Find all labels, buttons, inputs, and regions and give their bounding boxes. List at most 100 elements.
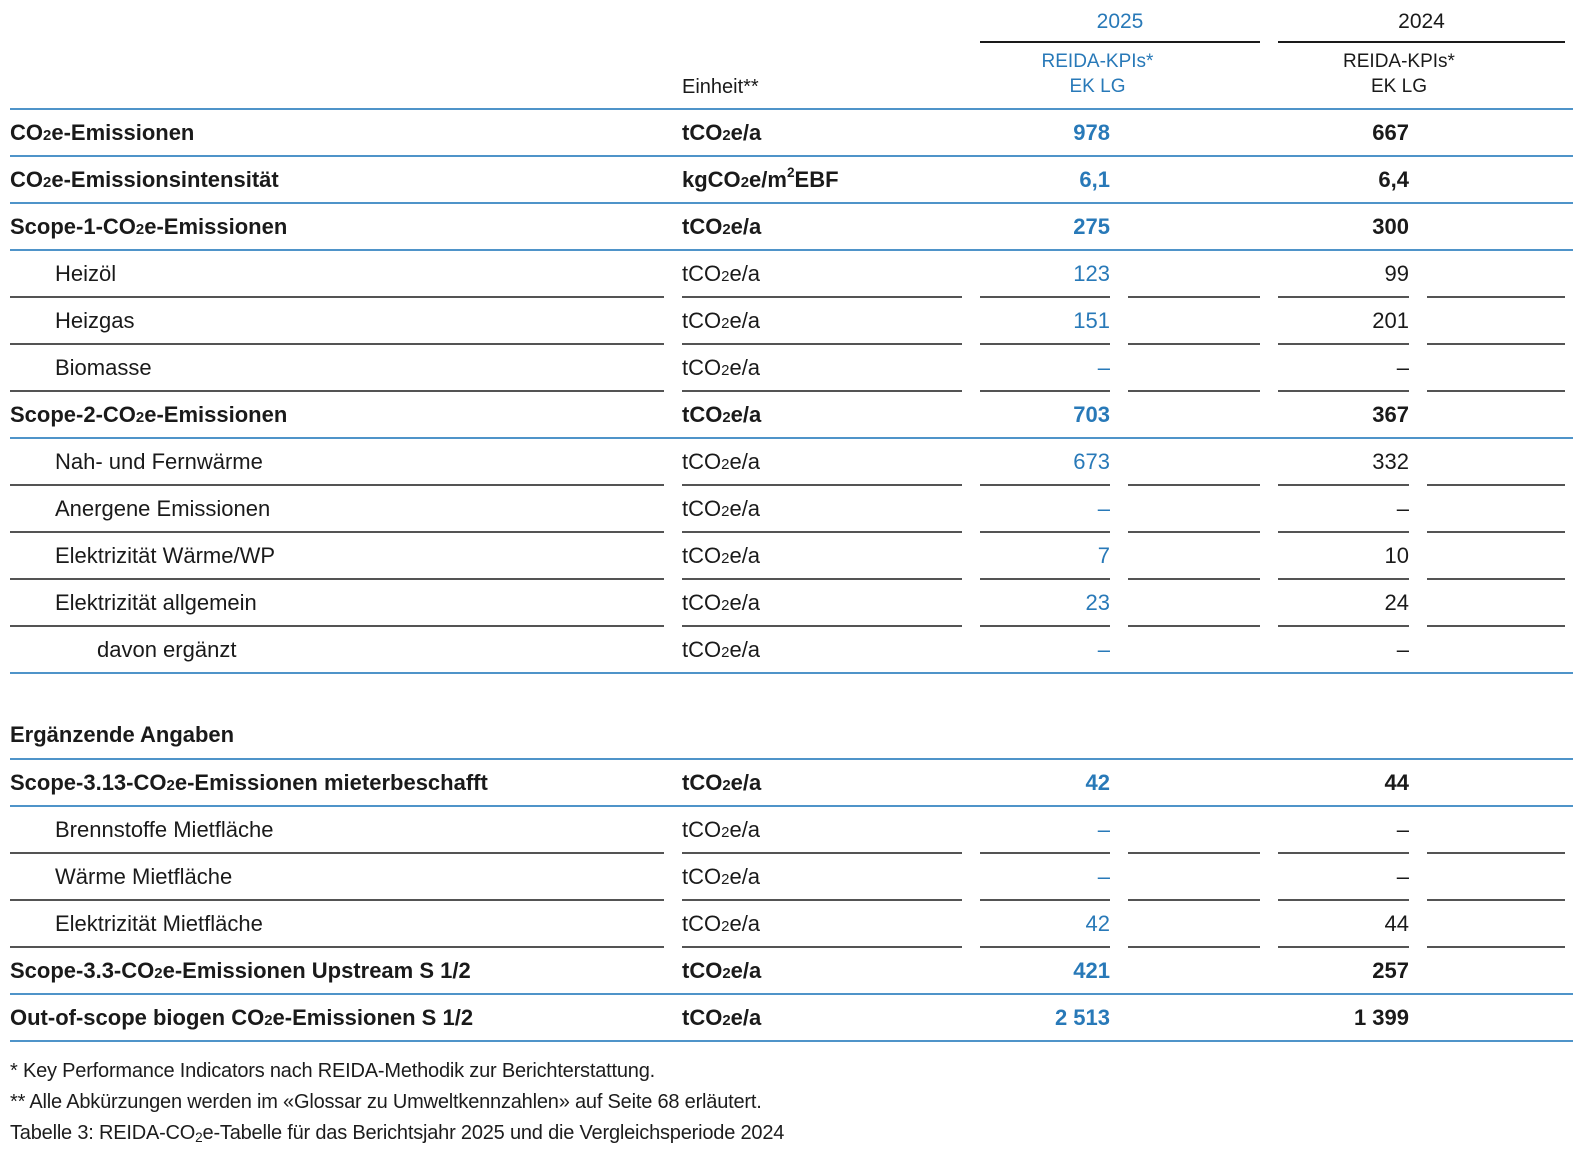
value-2025: 703 <box>1073 401 1110 427</box>
value-2025: 23 <box>980 580 1110 627</box>
subheader-2025: REIDA-KPIs* EK LG <box>980 49 1260 99</box>
value-2025: 42 <box>1085 769 1110 795</box>
footnote-abbreviations: ** Alle Abkürzungen werden im «Glossar z… <box>10 1091 762 1113</box>
row-unit: tCO 2 e/a <box>682 486 962 533</box>
table-row: Out-of-scope biogen CO 2 e-Emissionen S 1/… <box>10 995 1573 1042</box>
empty-cell-2024 <box>1427 854 1565 901</box>
row-unit: tCO 2 e/a <box>682 298 962 345</box>
empty-cell-2025 <box>1128 157 1260 202</box>
empty-cell-2025 <box>1128 807 1260 854</box>
value-2025: 2 513 <box>1054 1004 1110 1030</box>
empty-cell-2025 <box>1128 901 1260 948</box>
empty-cell-2025 <box>1128 854 1260 901</box>
row-label: Scope-3.13-CO 2 e-Emissionen mieterbeschaf… <box>10 769 488 795</box>
subheader-2024-line1: REIDA-KPIs* <box>1343 51 1455 72</box>
empty-cell-2025 <box>1128 760 1260 805</box>
value-2025: – <box>980 807 1110 854</box>
empty-cell-2025 <box>1128 627 1260 672</box>
table-row: Anergene Emissionen tCO 2 e/a – – <box>10 486 1573 533</box>
value-2025: 123 <box>980 251 1110 298</box>
subheader-row: Einheit** REIDA-KPIs* EK LG REIDA-KPIs* … <box>10 43 1573 108</box>
row-label: Wärme Mietfläche <box>10 854 664 901</box>
row-unit: tCO 2 e/a <box>682 901 962 948</box>
row-label: Elektrizität Wärme/WP <box>10 533 664 580</box>
table-top-rule <box>10 108 1573 110</box>
empty-cell-2025 <box>1128 439 1260 486</box>
row-label: Brennstoffe Mietfläche <box>10 807 664 854</box>
table-row: Nah- und Fernwärme tCO 2 e/a 673 332 <box>10 439 1573 486</box>
row-label: Out-of-scope biogen CO 2 e-Emissionen S 1/… <box>10 1004 474 1030</box>
empty-cell-2025 <box>1128 580 1260 627</box>
table-caption: Tabelle 3: REIDA-CO2e-Tabelle für das Be… <box>10 1122 785 1145</box>
value-2024: – <box>1278 486 1409 533</box>
empty-cell-2024 <box>1427 901 1565 948</box>
empty-cell-2024 <box>1427 807 1565 854</box>
subheader-2024: REIDA-KPIs* EK LG <box>1278 49 1565 99</box>
section-heading-row: Ergänzende Angaben <box>10 711 1573 760</box>
table-row: Elektrizität Wärme/WP tCO 2 e/a 7 10 <box>10 533 1573 580</box>
empty-cell-2025 <box>1128 948 1260 993</box>
row-label: Nah- und Fernwärme <box>10 439 664 486</box>
footnotes: * Key Performance Indicators nach REIDA-… <box>10 1056 1573 1149</box>
value-2024: 44 <box>1278 901 1409 948</box>
subheader-2024-line2: EK LG <box>1371 76 1427 97</box>
empty-cell-2025 <box>1128 251 1260 298</box>
row-unit: kgCO 2 e/m 2 EBF <box>682 164 839 192</box>
supplementary-emissions-table: Scope-3.13-CO 2 e-Emissionen mieterbeschaf… <box>10 760 1573 1042</box>
empty-cell-2025 <box>1128 533 1260 580</box>
value-2025: 7 <box>980 533 1110 580</box>
empty-cell-2024 <box>1427 439 1565 486</box>
row-label: CO 2 e-Emissionsintensität <box>10 166 279 192</box>
row-unit: tCO 2 e/a <box>682 439 962 486</box>
value-2024: 300 <box>1372 213 1409 239</box>
empty-cell-2024 <box>1427 157 1565 202</box>
empty-cell-2025 <box>1128 298 1260 345</box>
row-unit: tCO 2 e/a <box>682 345 962 392</box>
year-header-row: 2025 2024 <box>10 6 1573 43</box>
value-2025: 151 <box>980 298 1110 345</box>
value-2025: 6,1 <box>1079 166 1110 192</box>
value-2024: 6,4 <box>1378 166 1409 192</box>
footnote-kpi: * Key Performance Indicators nach REIDA-… <box>10 1060 655 1082</box>
value-2025: – <box>980 486 1110 533</box>
value-2024: 257 <box>1372 957 1409 983</box>
empty-cell-2025 <box>1128 392 1260 437</box>
value-2025: 673 <box>980 439 1110 486</box>
empty-cell-2024 <box>1427 948 1565 993</box>
subheader-2025-line2: EK LG <box>1069 76 1126 97</box>
value-2024: – <box>1278 345 1409 392</box>
value-2024: 1 399 <box>1353 1004 1409 1030</box>
value-2024: 44 <box>1384 769 1409 795</box>
empty-cell-2024 <box>1427 110 1565 155</box>
empty-cell-2024 <box>1427 580 1565 627</box>
table-row: Scope-1-CO 2 e-Emissionen tCO 2 e/a 275 300 <box>10 204 1573 251</box>
row-unit: tCO 2 e/a <box>682 636 761 662</box>
row-label: Scope-2-CO 2 e-Emissionen <box>10 401 288 427</box>
empty-cell-2024 <box>1427 392 1565 437</box>
table-row: Scope-2-CO 2 e-Emissionen tCO 2 e/a 703 367 <box>10 392 1573 439</box>
row-unit: tCO 2 e/a <box>682 854 962 901</box>
table-row: Biomasse tCO 2 e/a – – <box>10 345 1573 392</box>
table-row: Elektrizität allgemein tCO 2 e/a 23 24 <box>10 580 1573 627</box>
table-row: davon ergänzt tCO 2 e/a – – <box>10 627 1573 674</box>
empty-cell-2025 <box>1128 204 1260 249</box>
table-row: Wärme Mietfläche tCO 2 e/a – – <box>10 854 1573 901</box>
value-2025: – <box>1097 636 1110 662</box>
row-label: davon ergänzt <box>97 636 237 662</box>
row-unit: tCO 2 e/a <box>682 580 962 627</box>
row-unit: tCO 2 e/a <box>682 957 762 983</box>
row-unit: tCO 2 e/a <box>682 213 762 239</box>
value-2025: – <box>980 854 1110 901</box>
empty-cell-2024 <box>1427 298 1565 345</box>
value-2024: 201 <box>1278 298 1409 345</box>
empty-cell-2025 <box>1128 486 1260 533</box>
value-2024: 24 <box>1278 580 1409 627</box>
value-2024: 10 <box>1278 533 1409 580</box>
row-unit: tCO 2 e/a <box>682 807 962 854</box>
row-label: Scope-3.3-CO 2 e-Emissionen Upstream S 1/2 <box>10 957 471 983</box>
table-row: Heizgas tCO 2 e/a 151 201 <box>10 298 1573 345</box>
value-2024: 667 <box>1372 119 1409 145</box>
empty-cell-2024 <box>1427 345 1565 392</box>
subheader-2025-line1: REIDA-KPIs* <box>1041 51 1154 72</box>
